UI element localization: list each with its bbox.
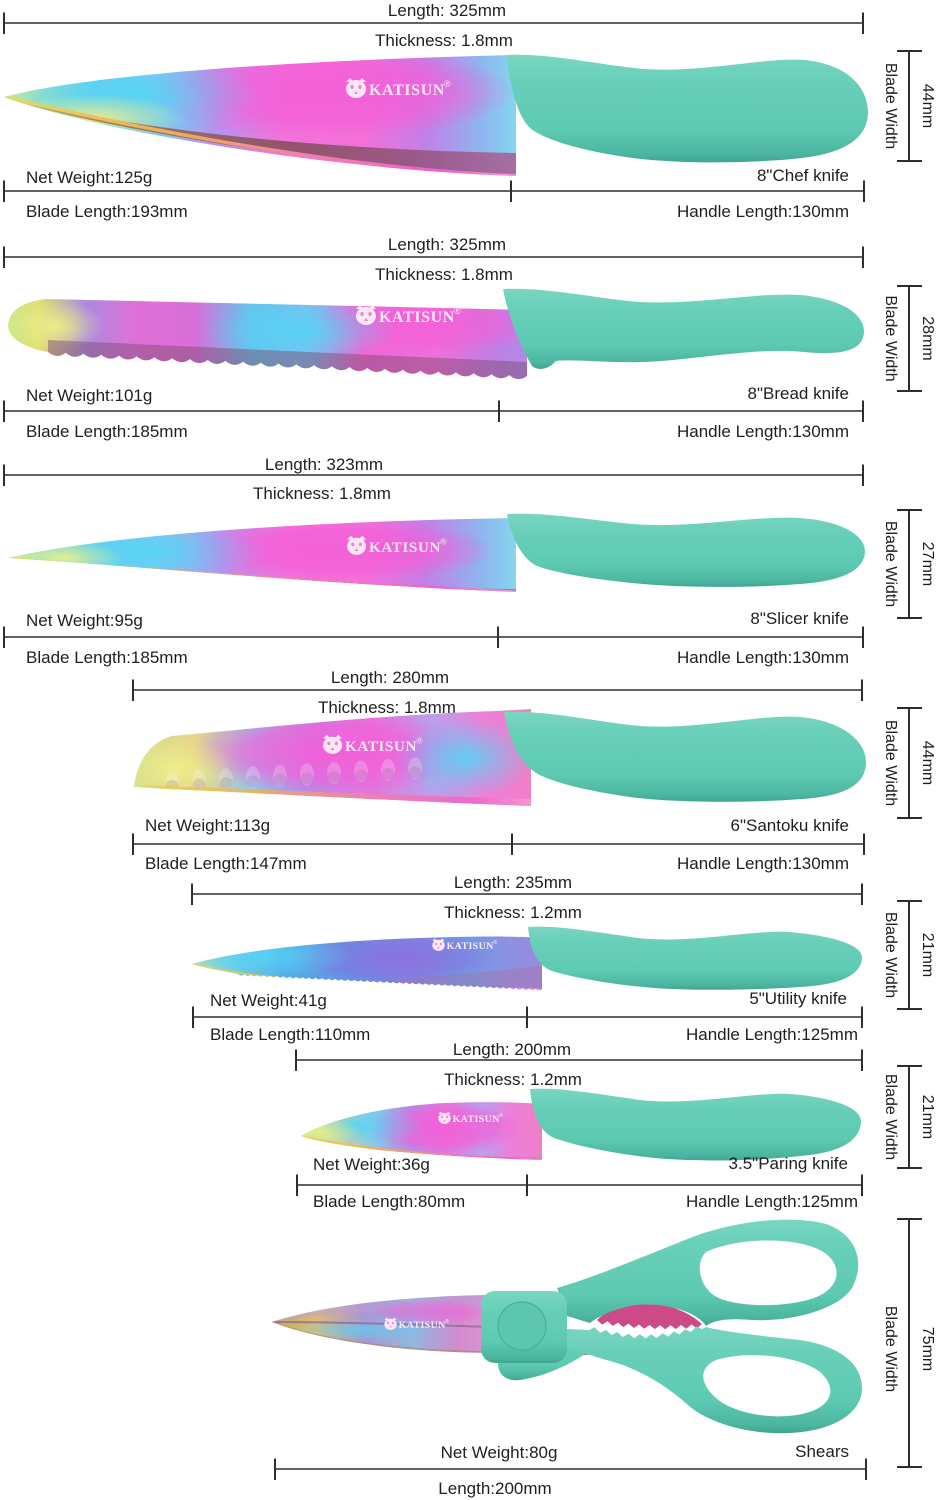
svg-text:®: ®: [454, 306, 461, 316]
svg-text:®: ®: [493, 939, 498, 946]
svg-text:Length: 325mm: Length: 325mm: [388, 1, 506, 20]
svg-text:75mm: 75mm: [919, 1327, 936, 1371]
svg-text:Thickness: 1.8mm: Thickness: 1.8mm: [375, 265, 513, 284]
svg-text:6"Santoku knife: 6"Santoku knife: [730, 816, 849, 835]
svg-text:21mm: 21mm: [919, 933, 936, 977]
svg-text:Thickness: 1.8mm: Thickness: 1.8mm: [253, 484, 391, 503]
svg-text:44mm: 44mm: [919, 741, 936, 785]
svg-text:27mm: 27mm: [919, 542, 936, 586]
svg-text:Length: 280mm: Length: 280mm: [331, 668, 449, 687]
svg-text:®: ®: [445, 1318, 450, 1325]
svg-text:Length: 323mm: Length: 323mm: [265, 455, 383, 474]
svg-text:Blade Length:80mm: Blade Length:80mm: [313, 1192, 465, 1211]
svg-text:Thickness: 1.2mm: Thickness: 1.2mm: [444, 903, 582, 922]
svg-text:Length: 200mm: Length: 200mm: [453, 1040, 571, 1059]
svg-text:Blade Width: Blade Width: [882, 63, 899, 149]
svg-text:®: ®: [499, 1112, 504, 1119]
svg-text:Handle Length:130mm: Handle Length:130mm: [677, 202, 849, 221]
svg-text:Blade Length:110mm: Blade Length:110mm: [210, 1025, 370, 1044]
svg-text:®: ®: [440, 536, 447, 546]
svg-text:KATISUN: KATISUN: [447, 941, 494, 952]
svg-text:Net Weight:113g: Net Weight:113g: [145, 816, 270, 835]
svg-text:Blade Width: Blade Width: [882, 1306, 899, 1392]
svg-text:Blade Width: Blade Width: [882, 912, 899, 998]
svg-text:KATISUN: KATISUN: [379, 309, 455, 326]
svg-text:Blade Length:193mm: Blade Length:193mm: [26, 202, 188, 221]
svg-text:®: ®: [416, 735, 423, 745]
svg-text:Handle Length:125mm: Handle Length:125mm: [686, 1192, 858, 1211]
svg-text:Net Weight:125g: Net Weight:125g: [26, 168, 152, 187]
svg-text:Length: 235mm: Length: 235mm: [454, 873, 572, 892]
svg-text:KATISUN: KATISUN: [369, 82, 445, 99]
svg-text:Handle Length:125mm: Handle Length:125mm: [686, 1025, 858, 1044]
svg-text:®: ®: [444, 79, 451, 89]
svg-text:8"Chef knife: 8"Chef knife: [757, 166, 849, 185]
svg-text:Net Weight:101g: Net Weight:101g: [26, 386, 152, 405]
svg-text:Thickness: 1.8mm: Thickness: 1.8mm: [375, 31, 513, 50]
svg-text:5"Utility knife: 5"Utility knife: [749, 989, 847, 1008]
svg-text:3.5"Paring knife: 3.5"Paring knife: [729, 1154, 848, 1173]
svg-text:8"Slicer knife: 8"Slicer knife: [750, 609, 849, 628]
svg-text:Blade Width: Blade Width: [882, 720, 899, 806]
svg-text:Blade Width: Blade Width: [882, 521, 899, 607]
svg-text:Length:200mm: Length:200mm: [438, 1479, 551, 1498]
svg-text:Blade Length:147mm: Blade Length:147mm: [145, 854, 307, 873]
svg-text:Handle Length:130mm: Handle Length:130mm: [677, 854, 849, 873]
svg-text:KATISUN: KATISUN: [399, 1320, 446, 1331]
svg-text:Length: 325mm: Length: 325mm: [388, 235, 506, 254]
svg-text:Blade Width: Blade Width: [882, 1074, 899, 1160]
svg-text:KATISUN: KATISUN: [369, 539, 441, 556]
svg-text:Thickness: 1.2mm: Thickness: 1.2mm: [444, 1070, 582, 1089]
svg-text:44mm: 44mm: [919, 84, 936, 128]
svg-text:8"Bread knife: 8"Bread knife: [748, 384, 850, 403]
svg-text:Handle Length:130mm: Handle Length:130mm: [677, 422, 849, 441]
svg-text:Handle Length:130mm: Handle Length:130mm: [677, 648, 849, 667]
svg-text:Shears: Shears: [795, 1442, 849, 1461]
svg-text:21mm: 21mm: [919, 1095, 936, 1139]
svg-text:Blade Width: Blade Width: [882, 295, 899, 381]
svg-text:28mm: 28mm: [919, 316, 936, 360]
svg-text:KATISUN: KATISUN: [453, 1114, 500, 1125]
svg-text:Thickness: 1.8mm: Thickness: 1.8mm: [318, 698, 456, 717]
svg-text:Blade Length:185mm: Blade Length:185mm: [26, 648, 188, 667]
svg-text:Net Weight:36g: Net Weight:36g: [313, 1155, 430, 1174]
svg-text:Net Weight:80g: Net Weight:80g: [441, 1443, 558, 1462]
svg-text:Net Weight:95g: Net Weight:95g: [26, 611, 143, 630]
svg-text:Net Weight:41g: Net Weight:41g: [210, 991, 327, 1010]
svg-text:KATISUN: KATISUN: [345, 738, 417, 755]
svg-text:Blade Length:185mm: Blade Length:185mm: [26, 422, 188, 441]
